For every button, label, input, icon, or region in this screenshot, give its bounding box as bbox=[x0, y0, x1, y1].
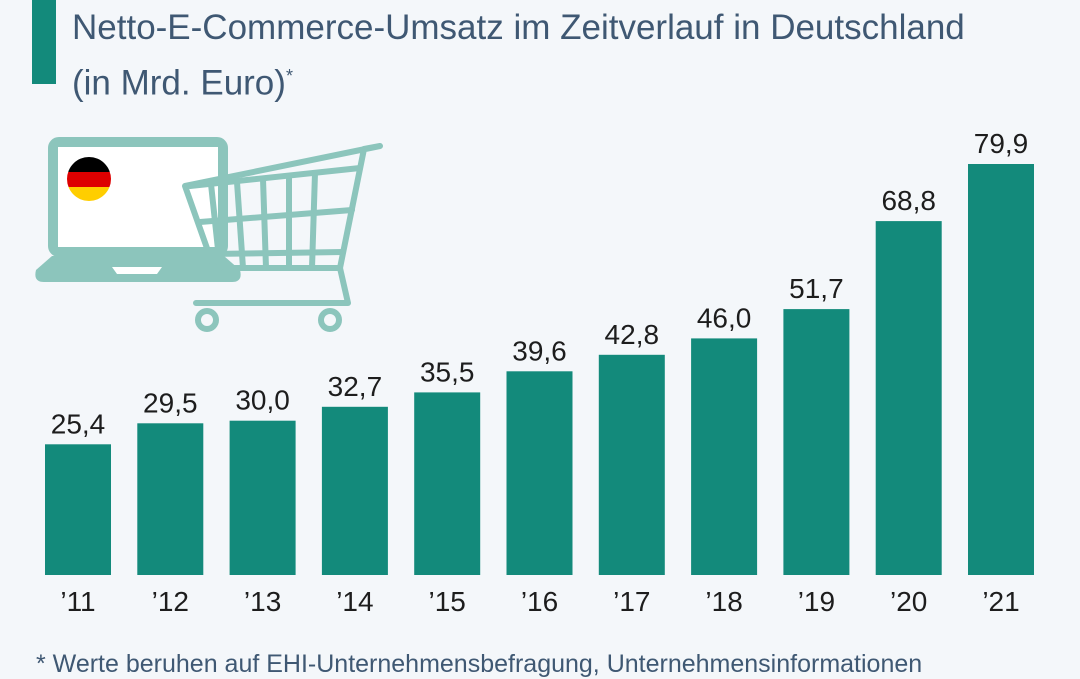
value-label-9: 68,8 bbox=[881, 185, 936, 216]
bar-9 bbox=[876, 221, 942, 575]
bar-5 bbox=[507, 371, 573, 575]
x-tick-label-3: ’14 bbox=[336, 586, 373, 617]
bar-8 bbox=[783, 309, 849, 575]
bar-0 bbox=[45, 444, 111, 575]
value-label-3: 32,7 bbox=[328, 371, 383, 402]
x-tick-label-0: ’11 bbox=[60, 586, 95, 617]
x-axis-tick-labels: ’11 ’12 ’13 ’14 ’15 ’16 ’17 ’18 ’19 ’20 ’21 bbox=[60, 586, 1019, 617]
value-label-10: 79,9 bbox=[974, 128, 1029, 159]
bar-2 bbox=[230, 421, 296, 575]
value-label-4: 35,5 bbox=[420, 356, 475, 387]
x-tick-label-5: ’16 bbox=[521, 586, 558, 617]
bar-chart: 25,4 29,5 30,0 32,7 35,5 39,6 42,8 46,0 51,7 68,8… bbox=[0, 0, 1080, 675]
x-tick-label-7: ’18 bbox=[705, 586, 742, 617]
bar-3 bbox=[322, 407, 388, 575]
x-tick-label-2: ’13 bbox=[244, 586, 281, 617]
x-tick-label-10: ’21 bbox=[982, 586, 1019, 617]
x-tick-label-8: ’19 bbox=[798, 586, 835, 617]
bar-1 bbox=[137, 423, 203, 575]
bar-10 bbox=[968, 164, 1034, 575]
value-label-6: 42,8 bbox=[605, 319, 660, 350]
bar-6 bbox=[599, 355, 665, 575]
bar-7 bbox=[691, 338, 757, 575]
value-label-5: 39,6 bbox=[512, 335, 567, 366]
x-tick-label-6: ’17 bbox=[613, 586, 650, 617]
value-label-8: 51,7 bbox=[789, 273, 844, 304]
x-tick-label-4: ’15 bbox=[429, 586, 466, 617]
value-label-7: 46,0 bbox=[697, 302, 752, 333]
value-label-1: 29,5 bbox=[143, 387, 198, 418]
x-tick-label-9: ’20 bbox=[890, 586, 927, 617]
x-tick-label-1: ’12 bbox=[152, 586, 189, 617]
value-label-2: 30,0 bbox=[235, 385, 290, 416]
bar-4 bbox=[414, 392, 480, 575]
value-label-0: 25,4 bbox=[51, 408, 106, 439]
